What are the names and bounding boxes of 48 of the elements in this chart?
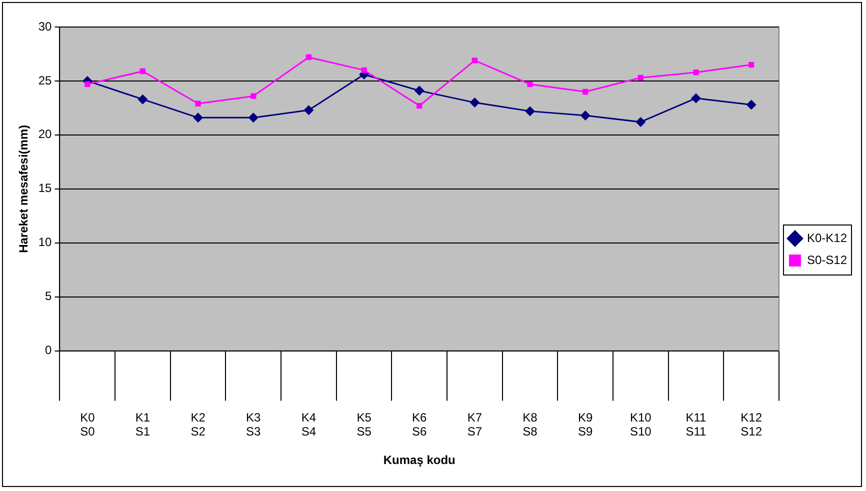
x-tick-label: K9 S9 — [578, 410, 593, 439]
x-tick-label: K2 S2 — [190, 410, 206, 439]
point — [304, 105, 314, 116]
x-tick-label: K1 S1 — [135, 410, 150, 439]
y-axis-title: Hareket mesafesi(mm) — [16, 124, 31, 253]
point — [580, 110, 590, 121]
y-tick-label: 15 — [38, 181, 52, 196]
point — [746, 100, 756, 110]
x-tick-label: K3 S3 — [246, 410, 262, 439]
x-axis-title: Kumaş kodu — [383, 453, 456, 468]
x-tick-label: K7 S7 — [467, 410, 482, 439]
point — [138, 94, 148, 104]
point — [306, 54, 312, 60]
point — [84, 81, 90, 88]
y-tick-label: 0 — [45, 343, 52, 358]
point — [470, 98, 480, 108]
point — [193, 112, 204, 123]
y-tick-label: 20 — [38, 127, 52, 142]
x-tick-label: K5 S5 — [356, 410, 372, 439]
y-tick-label: 30 — [38, 19, 52, 34]
point — [527, 81, 533, 88]
legend-label: K0-K12 — [806, 230, 848, 245]
x-tick-label: K11 S11 — [686, 410, 707, 439]
legend-label: S0-S12 — [806, 252, 848, 267]
point — [638, 74, 644, 81]
point — [690, 93, 701, 104]
point — [250, 93, 256, 99]
x-tick-label: K4 S4 — [301, 410, 316, 439]
point — [416, 102, 422, 109]
x-tick-label: K12 S12 — [740, 410, 762, 439]
x-tick-label: K0 S0 — [80, 410, 96, 439]
point — [582, 88, 588, 95]
x-tick-label: K10 S10 — [630, 410, 652, 439]
point — [414, 86, 424, 96]
y-tick-label: 5 — [45, 289, 52, 304]
point — [525, 106, 536, 116]
point — [361, 67, 367, 73]
x-tick-label: K8 S8 — [522, 410, 538, 439]
point — [140, 68, 146, 74]
point — [636, 116, 646, 127]
point — [248, 112, 258, 123]
y-tick-label: 25 — [38, 73, 52, 88]
point — [693, 70, 699, 76]
x-tick-label: K6 S6 — [412, 410, 428, 439]
y-tick-label: 10 — [38, 235, 52, 250]
point — [748, 62, 754, 68]
point — [472, 58, 478, 64]
point — [195, 100, 201, 106]
